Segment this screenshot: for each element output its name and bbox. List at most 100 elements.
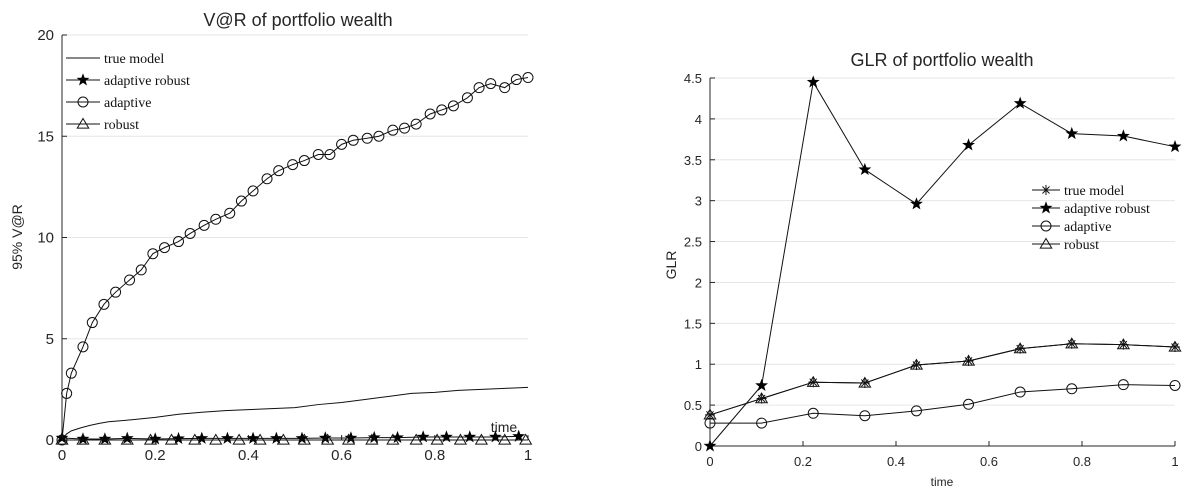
var-chart-point-robust [409, 433, 423, 445]
var-chart-point-adaptive-robust [344, 431, 358, 444]
var-chart-point-adaptive [324, 148, 336, 160]
glr-chart-point-adaptive [756, 417, 768, 429]
glr-chart-legend-label: robust [1064, 238, 1099, 253]
var-chart-point-robust [430, 433, 444, 445]
var-chart-point-robust [76, 433, 90, 445]
glr-chart-ticks: 0 0.2 0.4 0.6 0.8 1 0 0.5 1 1.5 2 2.5 3 3.5 4 4.5 [684, 71, 1179, 469]
var-chart-legend: true model adaptive robust adaptive robust [66, 52, 190, 133]
glr-chart-legend-marker [1040, 220, 1052, 232]
glr-chart-axes [709, 78, 1175, 447]
glr-chart-point-adaptive-robust [858, 162, 872, 176]
glr-chart-legend: true model adaptive robust adaptive robust [1032, 184, 1150, 253]
var-chart-point-adaptive-robust [246, 431, 260, 444]
var-chart-point-adaptive [61, 387, 73, 399]
glr-chart-legend-item-robust: robust [1032, 237, 1099, 253]
var-chart-point-adaptive [312, 148, 324, 160]
var-chart-point-robust [98, 433, 112, 445]
var-chart-point-adaptive-robust [76, 432, 90, 445]
var-chart-ytick-label: 20 [37, 27, 54, 44]
glr-chart-ytick-label: 3 [695, 194, 702, 209]
glr-chart-point-adaptive-robust [1168, 139, 1182, 153]
var-chart-point-adaptive [224, 207, 236, 219]
glr-chart-point-adaptive-robust [1116, 129, 1130, 142]
var-chart-line-adaptive [61, 77, 529, 441]
glr-chart-xtick-label: 1 [1171, 454, 1178, 469]
glr-chart-point-robust [754, 392, 769, 404]
glr-chart-point-adaptive [1066, 383, 1078, 395]
var-chart-series-adaptive-robust [55, 429, 526, 445]
var-chart-point-robust [453, 433, 468, 445]
glr-chart-line-true-model [709, 343, 1176, 416]
var-chart-point-robust [276, 433, 290, 445]
var-chart-point-robust [474, 433, 489, 445]
var-chart-legend-item-adaptive: adaptive [66, 96, 151, 111]
glr-chart-ytick-label: 0.5 [684, 398, 702, 413]
var-chart-point-adaptive [247, 185, 259, 197]
glr-chart-point-robust [1065, 337, 1079, 349]
glr-chart-xtick-label: 0.8 [1073, 454, 1091, 469]
var-chart-title: V@R of portfolio wealth [203, 10, 392, 30]
glr-chart-legend-label: true model [1064, 184, 1124, 199]
glr-chart-point-robust [806, 375, 820, 387]
var-chart-legend-item-adaptive-robust: adaptive robust [66, 73, 190, 89]
glr-chart-line-robust [709, 343, 1176, 416]
var-chart-point-adaptive [410, 118, 422, 130]
var-chart-ytick-label: 10 [37, 230, 54, 247]
glr-chart-legend-marker [1041, 185, 1051, 195]
glr-chart-legend-label: adaptive robust [1064, 202, 1150, 217]
var-chart-point-adaptive [198, 219, 210, 231]
var-chart-xtick-label: 0.8 [424, 447, 445, 464]
var-chart-point-adaptive [347, 134, 359, 146]
glr-chart-xtick-label: 0.4 [887, 454, 905, 469]
var-chart-ytick-label: 5 [46, 331, 54, 348]
glr-chart-series-adaptive-robust [703, 75, 1182, 452]
var-chart-point-adaptive [373, 130, 385, 142]
var-chart-series-true-model [61, 386, 529, 440]
var-chart-point-adaptive [235, 195, 247, 207]
glr-chart-point-adaptive-robust [755, 378, 769, 391]
glr-chart-legend-marker [1039, 201, 1053, 214]
var-chart-point-adaptive [135, 264, 147, 276]
var-chart-point-adaptive [210, 213, 222, 225]
glr-chart-legend-item-true-model: true model [1032, 184, 1124, 199]
var-chart-point-adaptive-robust [120, 431, 134, 444]
var-chart-point-adaptive [399, 122, 411, 134]
var-chart-point-robust [143, 433, 158, 445]
var-chart-legend-marker [77, 96, 89, 108]
var-chart-point-robust [164, 433, 179, 445]
glr-chart-point-adaptive-robust [806, 75, 820, 88]
var-chart-point-adaptive-robust [318, 431, 332, 444]
glr-chart-point-adaptive-robust [1013, 96, 1027, 109]
var-chart-point-adaptive [98, 298, 110, 310]
var-chart-point-robust [341, 433, 356, 445]
glr-chart-ytick-label: 2 [695, 275, 702, 290]
glr-chart-point-robust [909, 358, 924, 370]
glr-chart-point-adaptive-robust [703, 439, 717, 452]
var-chart-point-adaptive-robust [512, 429, 526, 442]
var-chart-point-adaptive [147, 248, 159, 260]
var-chart-xtick-label: 0.4 [238, 447, 259, 464]
glr-chart-series-adaptive [704, 379, 1181, 429]
var-chart-legend-label: adaptive [104, 96, 151, 111]
glr-chart-xtick-label: 0.2 [794, 454, 812, 469]
var-chart-grid [62, 34, 528, 340]
var-chart-line-adaptive-robust [61, 435, 519, 440]
var-chart-legend-marker [76, 73, 90, 86]
glr-chart-point-adaptive [963, 398, 975, 410]
var-chart-legend-marker [76, 117, 90, 129]
var-chart-point-adaptive [522, 72, 534, 84]
var-chart-series-robust [55, 433, 533, 445]
var-chart-point-adaptive [173, 236, 184, 248]
glr-chart-ytick-label: 2.5 [684, 235, 702, 250]
var-chart-point-robust [55, 433, 69, 445]
glr-chart-point-adaptive [1117, 379, 1129, 391]
var-chart-point-robust [209, 433, 223, 445]
glr-chart-legend-item-adaptive-robust: adaptive robust [1032, 201, 1150, 217]
var-chart-point-adaptive [473, 82, 485, 94]
glr-chart-ytick-label: 0 [695, 439, 702, 454]
var-chart-point-adaptive-robust [367, 430, 381, 444]
var-chart-point-adaptive [261, 173, 273, 185]
var-chart-point-adaptive [65, 367, 77, 379]
